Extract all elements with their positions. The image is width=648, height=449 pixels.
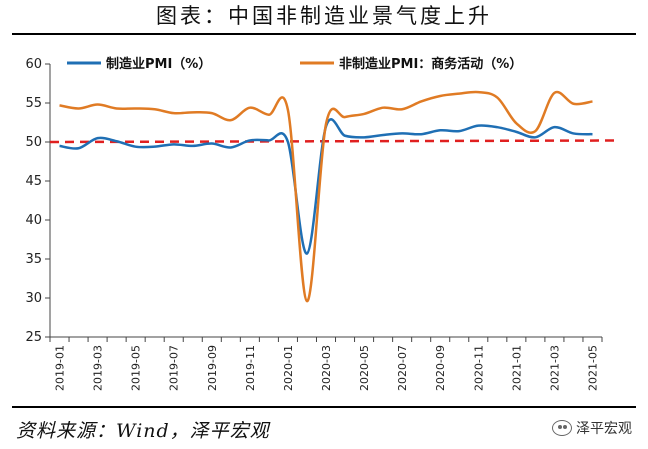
chart-legend: 制造业PMI（%） 非制造业PMI：商务活动（%） [67, 56, 522, 72]
y-tick-label: 60 [25, 57, 42, 72]
x-tick-label: 2020-05 [358, 345, 371, 391]
y-tick-label: 45 [25, 174, 42, 189]
bottom-rule [12, 406, 636, 408]
chart-title: 图表：中国非制造业景气度上升 [156, 4, 492, 28]
wechat-icon [552, 420, 572, 436]
top-rule [12, 33, 636, 35]
x-tick-label: 2021-03 [548, 345, 561, 391]
x-tick-label: 2020-01 [282, 345, 295, 391]
x-tick-label: 2020-03 [320, 345, 333, 391]
x-tick-label: 2021-05 [586, 345, 599, 391]
series-lines [59, 90, 593, 303]
reference-line-group [49, 139, 616, 144]
x-tick-label: 2020-11 [472, 345, 485, 391]
legend-label-manufacturing: 制造业PMI（%） [106, 56, 211, 72]
y-tick-label: 25 [25, 330, 42, 345]
x-tick-label: 2021-01 [510, 345, 523, 391]
source-note: 资料来源：Wind，泽平宏观 [16, 420, 270, 442]
watermark-text: 泽平宏观 [576, 421, 632, 437]
watermark: 泽平宏观 [552, 418, 632, 438]
reference-line-50 [49, 139, 616, 144]
x-tick-label: 2019-03 [92, 345, 105, 391]
y-tick-label: 55 [25, 96, 42, 111]
x-tick-label: 2019-09 [206, 345, 219, 391]
series-line-1 [59, 90, 593, 303]
series-line-0 [59, 118, 593, 255]
x-tick-label: 2020-09 [434, 345, 447, 391]
x-tick-label: 2020-07 [396, 345, 409, 391]
x-tick-label: 2019-01 [54, 345, 67, 391]
y-tick-label: 30 [25, 291, 42, 306]
x-tick-label: 2019-07 [168, 345, 181, 391]
y-tick-label: 35 [25, 252, 42, 267]
y-tick-label: 50 [25, 135, 42, 150]
x-tick-label: 2019-11 [244, 345, 257, 391]
chart-axes: 25 30 35 40 45 50 55 60 2019-01 2019-03 2019-05 201… [25, 57, 603, 391]
legend-label-nonmanufacturing: 非制造业PMI：商务活动（%） [339, 56, 522, 72]
y-tick-label: 40 [25, 213, 42, 228]
x-tick-label: 2019-05 [130, 345, 143, 391]
